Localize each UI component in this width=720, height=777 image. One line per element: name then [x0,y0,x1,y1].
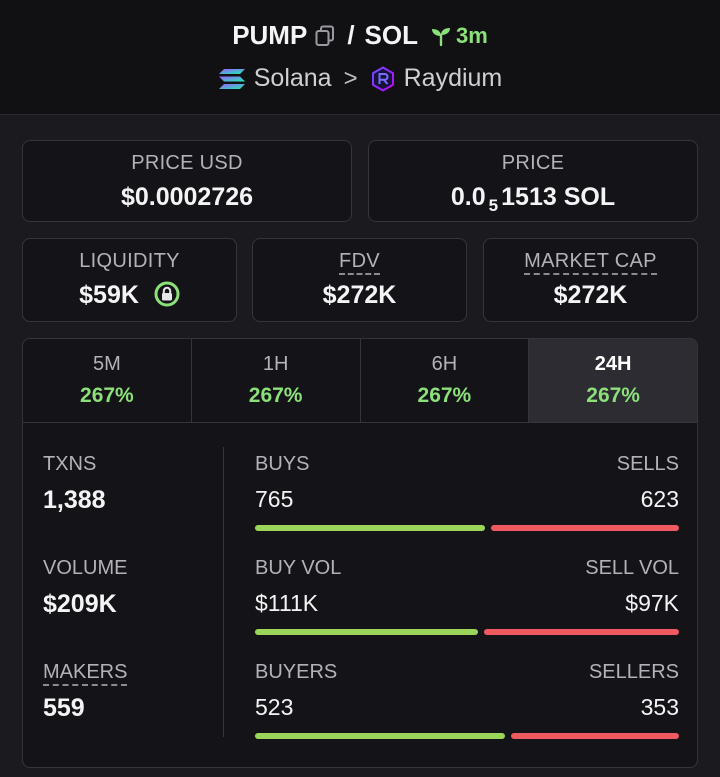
price-native-card: PRICE 0.0 5 1513 SOL [368,140,698,222]
stats-panel: 5M 267% 1H 267% 6H 267% 24H 267% TXNS 1,… [22,338,698,768]
buys-sells-bar [255,525,679,531]
liquidity-value: $59K [79,281,139,309]
liquidity-card: LIQUIDITY $59K [22,238,237,322]
raydium-icon [370,65,396,92]
tab-6h[interactable]: 6H 267% [361,339,530,422]
sellers-value: 353 [640,694,679,720]
makers-label[interactable]: MAKERS [43,661,128,686]
makers-stat: MAKERS 559 [43,661,128,723]
market-cap-value: $272K [553,281,628,309]
copy-icon[interactable] [315,25,335,47]
tab-change: 267% [417,384,472,407]
liquidity-value-row: $59K [23,281,236,310]
liquidity-label: LIQUIDITY [79,250,180,272]
market-cap-label[interactable]: MARKET CAP [524,250,657,275]
buy-sell-volume-bar [255,629,679,635]
makers-value: 559 [43,694,85,722]
sell-vol-value: $97K [625,590,679,616]
tab-label: 6H [431,353,458,375]
base-token-symbol: PUMP [232,20,308,50]
tab-change: 267% [80,384,134,407]
quote-token-symbol: SOL [364,20,418,50]
pair-age: 3m [456,22,488,48]
tab-label: 24H [594,353,632,375]
volume-value: $209K [43,590,117,618]
stats-divider [223,447,224,737]
buy-bar-segment [255,525,486,531]
pair-separator: / [347,20,355,50]
buys-value: 765 [255,486,294,512]
tab-24h[interactable]: 24H 267% [529,339,697,422]
fdv-card: FDV $272K [252,238,467,322]
tab-label: 5M [92,353,121,375]
pair-title: PUMP / SOL 3m [0,20,720,51]
price-usd-label: PRICE USD [131,152,243,174]
dex-name[interactable]: Raydium [403,64,503,92]
buys-label: BUYS [255,453,310,475]
buy-sell-volume-ratio: BUY VOL SELL VOL $111K $97K [255,557,679,635]
txns-value: 1,388 [43,486,106,514]
buy-bar-segment [255,733,505,739]
sellers-label: SELLERS [588,661,679,683]
solana-icon [218,68,246,90]
sells-value: 623 [640,486,679,512]
volume-label: VOLUME [43,557,128,579]
volume-stat: VOLUME $209K [43,557,127,619]
tab-5m[interactable]: 5M 267% [23,339,192,422]
buyers-label: BUYERS [255,661,338,683]
pair-header: PUMP / SOL 3m [0,0,720,115]
sell-bar-segment [491,525,679,531]
lock-icon[interactable] [154,281,180,307]
tab-1h[interactable]: 1H 267% [192,339,361,422]
sprout-icon [432,27,450,46]
buyers-sellers-ratio: BUYERS SELLERS 523 353 [255,661,679,739]
buy-vol-value: $111K [255,590,319,616]
chain-breadcrumb: Solana > Raydium [0,64,720,93]
buyers-sellers-bar [255,733,679,739]
price-usd-value: $0.0002726 [120,183,254,211]
tab-change: 267% [586,384,640,407]
txns-label: TXNS [43,453,97,475]
buy-bar-segment [255,629,479,635]
sell-vol-label: SELL VOL [585,557,679,579]
tab-change: 267% [248,384,303,407]
buys-sells-ratio: BUYS SELLS 765 623 [255,453,679,531]
buy-vol-label: BUY VOL [255,557,342,579]
chain-name[interactable]: Solana [253,64,332,92]
txns-stat: TXNS 1,388 [43,453,106,515]
price-native-value: 0.0 5 1513 SOL [450,183,616,215]
fdv-value: $272K [322,281,397,309]
market-cap-card: MARKET CAP $272K [483,238,698,322]
fdv-label[interactable]: FDV [339,250,380,275]
tab-label: 1H [262,353,289,375]
breadcrumb-chevron: > [343,64,358,92]
timeframe-tabs: 5M 267% 1H 267% 6H 267% 24H 267% [23,339,697,423]
pair-age-badge: 3m [430,23,488,49]
price-zero-count: 5 [488,196,499,215]
sells-label: SELLS [616,453,679,475]
sell-bar-segment [510,733,679,739]
price-native-label: PRICE [501,152,565,174]
price-usd-card: PRICE USD $0.0002726 [22,140,352,222]
buyers-value: 523 [255,694,294,720]
sell-bar-segment [484,629,679,635]
